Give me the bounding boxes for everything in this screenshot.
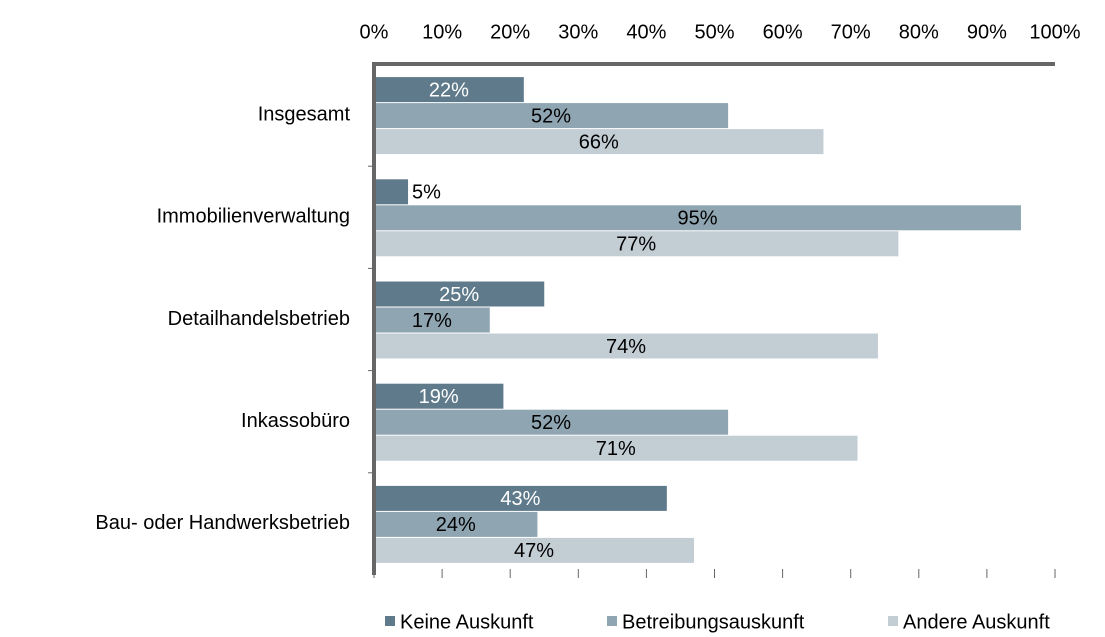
value-label: 95% [677,208,717,230]
y-tick-label: Inkassobüro [241,410,350,432]
value-label: 19% [419,386,459,408]
bar [374,205,1021,231]
value-label: 22% [429,79,469,101]
bar [374,511,538,537]
y-tick-label: Bau- oder Handwerksbetrieb [95,512,350,534]
value-label: 66% [579,131,619,153]
x-tick-label: 20% [490,21,530,43]
x-tick-label: 100% [1029,21,1080,43]
bar [374,485,667,511]
value-label: 74% [606,336,646,358]
value-label: 43% [500,488,540,510]
value-label: 17% [412,310,452,332]
value-label: 25% [439,284,479,306]
value-label: 77% [616,234,656,256]
x-tick-label: 30% [558,21,598,43]
legend-swatch [385,616,395,626]
bar [374,537,695,563]
bar [374,231,899,257]
value-label: 24% [436,514,476,536]
value-label: 5% [412,182,441,204]
value-label: 52% [531,412,571,434]
x-tick-label: 40% [626,21,666,43]
x-tick-label: 60% [763,21,803,43]
x-tick-label: 90% [967,21,1007,43]
legend-swatch [607,616,617,626]
bar [374,435,858,461]
y-tick-label: Detailhandelsbetrieb [168,308,350,330]
value-label: 47% [514,540,554,562]
bar [374,409,729,435]
legend-label: Andere Auskunft [903,611,1050,633]
bar [374,129,824,155]
x-tick-label: 80% [899,21,939,43]
bar [374,333,878,359]
value-label: 52% [531,105,571,127]
bar [374,383,504,409]
x-tick-label: 70% [831,21,871,43]
legend-label: Keine Auskunft [400,611,534,633]
value-label: 71% [596,438,636,460]
bar [374,77,524,103]
x-tick-label: 0% [360,21,389,43]
bar [374,179,409,205]
legend-swatch [888,616,898,626]
bar [374,103,729,129]
bar [374,281,545,307]
y-tick-label: Insgesamt [258,103,351,125]
x-tick-label: 50% [694,21,734,43]
bar [374,307,490,333]
y-tick-label: Immobilienverwaltung [157,206,350,228]
x-tick-label: 10% [422,21,462,43]
legend-label: Betreibungsauskunft [622,611,805,633]
